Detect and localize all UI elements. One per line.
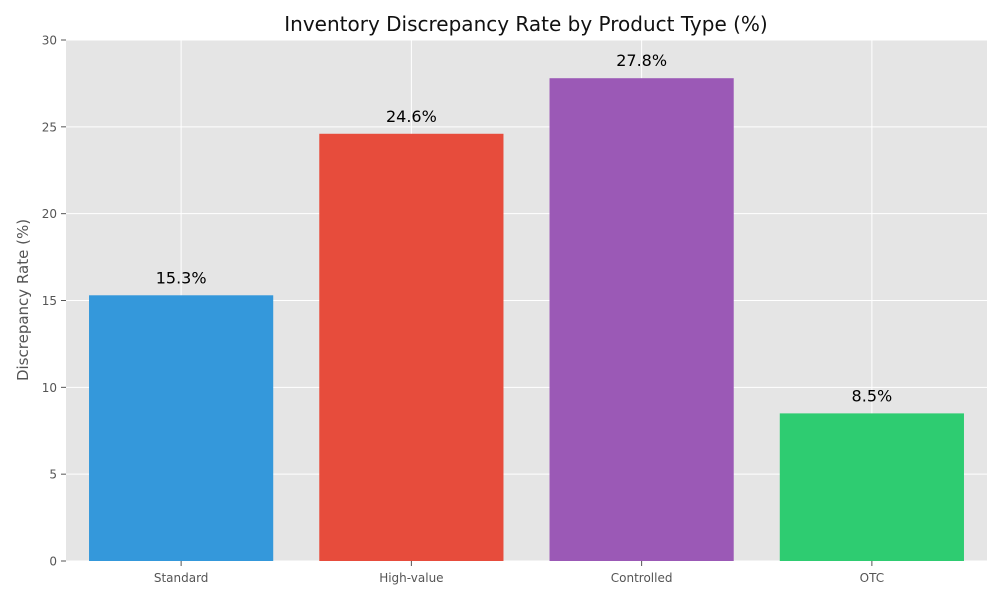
bar-controlled [549, 78, 734, 561]
bar-high-value [319, 133, 504, 561]
bar-standard [89, 295, 274, 561]
y-tick-label: 25 [42, 120, 57, 134]
bar-otc [779, 413, 964, 561]
y-tick-label: 20 [42, 207, 57, 221]
x-tick-label: OTC [860, 571, 884, 585]
x-tick-label: Controlled [611, 571, 673, 585]
bar-value-label: 8.5% [852, 386, 893, 405]
y-axis-label: Discrepancy Rate (%) [14, 219, 32, 381]
bar-value-label: 24.6% [386, 107, 437, 126]
bar-value-label: 27.8% [616, 51, 667, 70]
x-tick-label: Standard [154, 571, 209, 585]
data-labels: 15.3% 24.6% 27.8% 8.5% [156, 51, 892, 405]
bars [89, 78, 964, 561]
x-tick-label: High-value [379, 571, 443, 585]
y-tick-label: 15 [42, 294, 57, 308]
y-axis-ticks: 0 5 10 15 20 25 30 [42, 34, 66, 569]
y-tick-label: 0 [49, 555, 57, 569]
y-tick-label: 30 [42, 34, 57, 48]
y-tick-label: 5 [49, 468, 57, 482]
bar-value-label: 15.3% [156, 268, 207, 287]
chart-title: Inventory Discrepancy Rate by Product Ty… [284, 12, 767, 36]
y-tick-label: 10 [42, 381, 57, 395]
x-axis-ticks: Standard High-value Controlled OTC [154, 561, 884, 585]
